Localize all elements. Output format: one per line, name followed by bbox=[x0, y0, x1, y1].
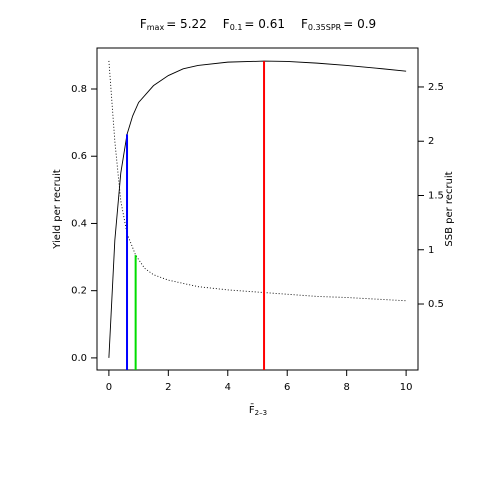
series-line bbox=[108, 60, 407, 302]
x-axis-label: F̄2–3 bbox=[249, 403, 267, 417]
y-tick-label: 0.2 bbox=[71, 286, 87, 297]
plot-frame bbox=[96, 47, 419, 371]
title-symbol: F bbox=[223, 17, 230, 31]
x-tick-label: 0 bbox=[106, 382, 112, 393]
y-tick-label: 0.6 bbox=[71, 151, 87, 162]
x-tick-label: 2 bbox=[165, 382, 171, 393]
y2-tick-label: 0.5 bbox=[428, 299, 444, 310]
y2-tick-label: 2.5 bbox=[428, 82, 444, 93]
x-tick-label: 6 bbox=[284, 382, 290, 393]
y2-axis-label: SSB per recruit bbox=[444, 171, 455, 246]
title-subscript: 0.1 bbox=[230, 23, 243, 32]
title-value: = 5.22 bbox=[166, 17, 207, 31]
y-axis-label: Yield per recruit bbox=[52, 169, 63, 250]
title-symbol: F bbox=[140, 17, 147, 31]
series-line bbox=[108, 60, 407, 358]
x-axis-subscript: 2–3 bbox=[255, 409, 267, 417]
y2-tick-label: 2 bbox=[428, 136, 434, 147]
title-subscript: max bbox=[147, 23, 165, 32]
y-tick-label: 0.4 bbox=[71, 218, 87, 229]
x-tick-label: 10 bbox=[400, 382, 413, 393]
title-subscript: 0.35SPR bbox=[308, 23, 342, 32]
y2-tick-label: 1.5 bbox=[428, 190, 444, 201]
title-value: = 0.61 bbox=[244, 17, 285, 31]
x-axis-symbol: F̄ bbox=[249, 403, 255, 416]
x-tick-label: 8 bbox=[343, 382, 349, 393]
title-value: = 0.9 bbox=[343, 17, 376, 31]
y-tick-label: 0.8 bbox=[71, 84, 87, 95]
chart-title: Fmax = 5.22 F0.1 = 0.61 F0.35SPR = 0.9 bbox=[140, 17, 376, 32]
x-tick-label: 4 bbox=[225, 382, 231, 393]
y-tick-label: 0.0 bbox=[71, 353, 87, 364]
title-symbol: F bbox=[301, 17, 308, 31]
y2-tick-label: 1 bbox=[428, 245, 434, 256]
